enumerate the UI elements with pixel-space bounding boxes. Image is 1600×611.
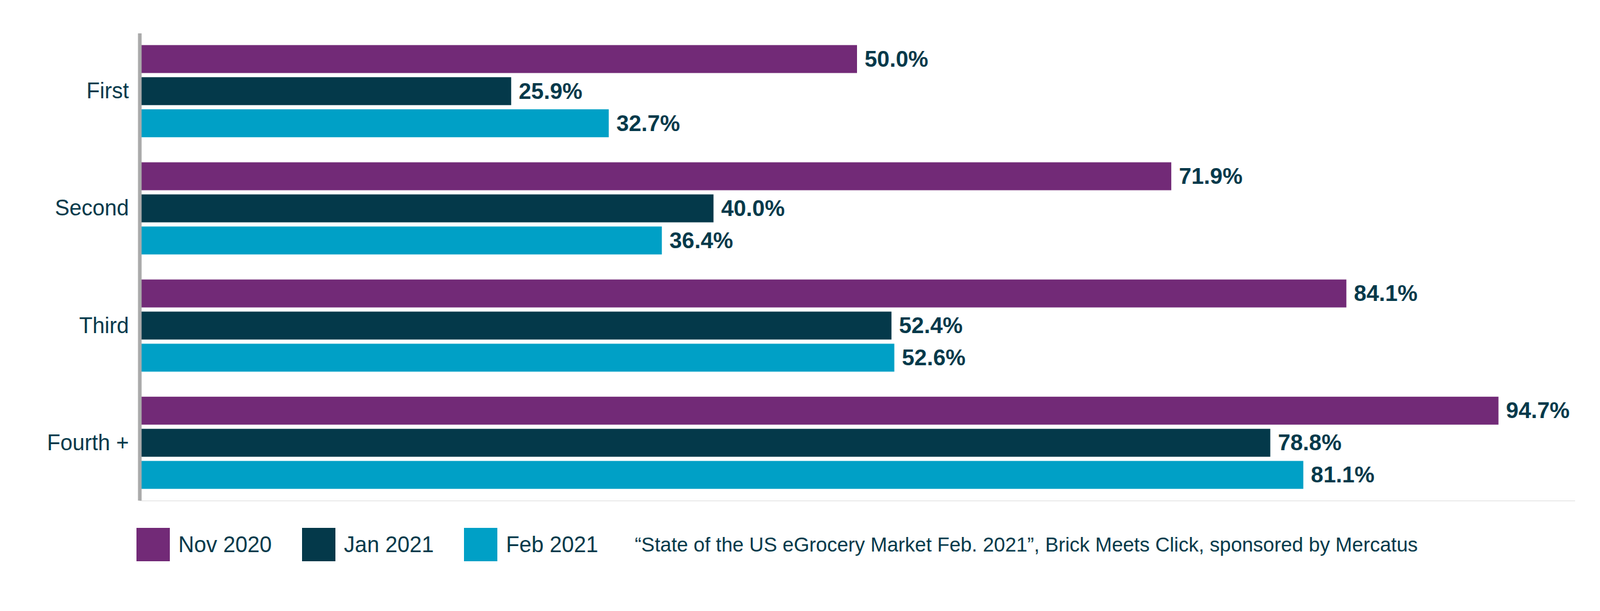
svg-text:25.9%: 25.9% bbox=[518, 78, 583, 104]
svg-text:First: First bbox=[86, 78, 130, 104]
svg-text:50.0%: 50.0% bbox=[864, 46, 929, 72]
svg-text:Fourth +: Fourth + bbox=[46, 430, 129, 455]
html-text:“State of the US eGrocery Mark: “State of the US eGrocery Market Feb. 20… bbox=[634, 532, 1418, 556]
html-text:Jan 2021: Jan 2021 bbox=[343, 531, 434, 557]
svg-text:78.8%: 78.8% bbox=[1277, 430, 1342, 455]
svg-text:94.7%: 94.7% bbox=[1505, 397, 1570, 423]
svg-text:40.0%: 40.0% bbox=[721, 195, 785, 221]
svg-text:52.6%: 52.6% bbox=[901, 345, 966, 370]
svg-text:71.9%: 71.9% bbox=[1179, 163, 1243, 189]
html-text:Nov 2020: Nov 2020 bbox=[178, 531, 272, 557]
svg-text:81.1%: 81.1% bbox=[1310, 462, 1375, 488]
html-text:Feb 2021: Feb 2021 bbox=[506, 531, 599, 557]
svg-text:Second: Second bbox=[54, 195, 129, 221]
svg-text:84.1%: 84.1% bbox=[1353, 280, 1418, 306]
svg-text:Third: Third bbox=[78, 312, 129, 338]
svg-text:52.4%: 52.4% bbox=[898, 312, 963, 338]
svg-text:36.4%: 36.4% bbox=[669, 228, 734, 253]
svg-text:32.7%: 32.7% bbox=[616, 110, 680, 136]
